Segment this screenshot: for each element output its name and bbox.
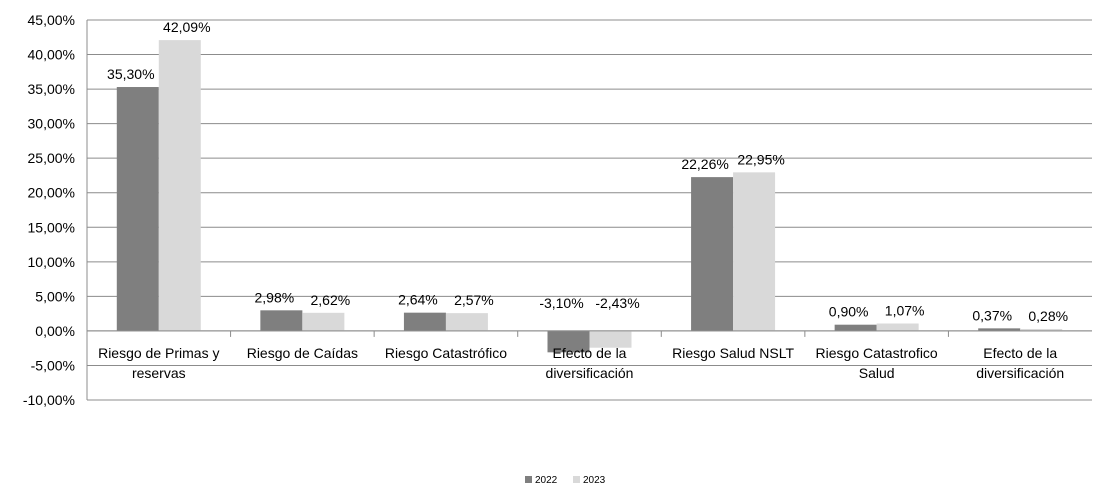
bar-2023 [1020, 328, 1063, 331]
bar-2022 [691, 177, 734, 331]
y-tick-label: 40,00% [28, 47, 75, 63]
data-label: 0,28% [1028, 308, 1068, 324]
data-label: 2,62% [311, 292, 351, 308]
data-label: 1,07% [885, 303, 925, 319]
y-tick-label: -5,00% [31, 357, 75, 373]
category-label: Riesgo Catastrofico [816, 345, 938, 361]
data-label: -2,43% [595, 295, 639, 311]
data-labels: 35,30% 2,98% 2,64% -3,10% 22,26% 0,90% 0,37% 42… [107, 19, 1068, 324]
y-tick-label: 35,00% [28, 81, 75, 97]
data-label: 0,37% [972, 307, 1012, 323]
y-tick-label: 25,00% [28, 150, 75, 166]
y-tick-label: -10,00% [23, 392, 75, 408]
bar-2023 [733, 172, 776, 331]
y-tick-label: 20,00% [28, 185, 75, 201]
category-label: diversificación [546, 365, 634, 381]
x-axis-labels: Riesgo de Primas y reservas Riesgo de Caíd… [98, 345, 1064, 381]
bar-2022 [116, 87, 159, 331]
category-label: Riesgo Catastrófico [385, 345, 507, 361]
bar-2022 [403, 312, 446, 331]
data-label: 35,30% [107, 66, 154, 82]
data-label: -3,10% [539, 295, 583, 311]
y-tick-label: 45,00% [28, 12, 75, 28]
data-label: 22,26% [681, 156, 728, 172]
category-ticks [230, 330, 949, 337]
y-tick-label: 30,00% [28, 116, 75, 132]
y-tick-label: 15,00% [28, 219, 75, 235]
category-label: Salud [859, 365, 895, 381]
legend-swatch-2022 [525, 476, 532, 483]
bar-2023 [158, 40, 201, 331]
category-label: Riesgo de Caídas [247, 345, 358, 361]
y-tick-label: 10,00% [28, 254, 75, 270]
y-tick-label: 0,00% [35, 323, 75, 339]
category-label: Riesgo Salud NSLT [672, 345, 794, 361]
category-label: Riesgo de Primas y [98, 345, 219, 361]
data-label: 2,64% [398, 292, 438, 308]
category-label: reservas [132, 365, 186, 381]
legend: 2022 2023 [525, 475, 606, 486]
legend-label: 2022 [535, 475, 558, 486]
y-tick-label: 5,00% [35, 288, 75, 304]
bar-2023 [589, 330, 632, 348]
category-label: Efecto de la [553, 345, 627, 361]
category-label: diversificación [976, 365, 1064, 381]
legend-label: 2023 [583, 475, 606, 486]
data-label: 22,95% [737, 151, 784, 167]
bar-2023 [876, 323, 919, 331]
bars [116, 40, 1063, 353]
category-label: Efecto de la [983, 345, 1057, 361]
data-label: 42,09% [163, 19, 210, 35]
legend-swatch-2023 [573, 476, 580, 483]
bar-2022 [834, 324, 877, 331]
bar-2022 [978, 328, 1021, 331]
bar-2023 [302, 312, 345, 331]
bar-2022 [547, 330, 590, 353]
data-label: 0,90% [829, 304, 869, 320]
data-label: 2,98% [255, 289, 295, 305]
y-axis: 45,00% 40,00% 35,00% 30,00% 25,00% 20,00% 15,0… [23, 12, 88, 408]
bar-2022 [260, 310, 303, 331]
bar-2023 [445, 313, 488, 331]
data-label: 2,57% [454, 292, 494, 308]
